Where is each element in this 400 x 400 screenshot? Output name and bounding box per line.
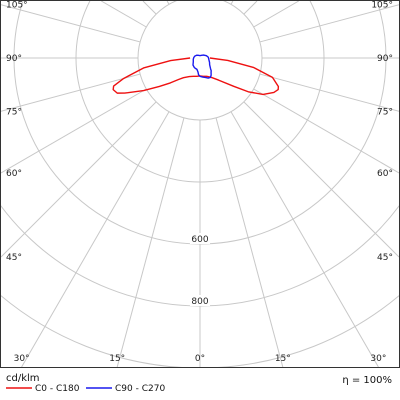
unit-label: cd/klm	[6, 373, 40, 384]
angle-label-bottom: 0°	[195, 354, 205, 364]
ring-label-background	[190, 233, 210, 244]
series-line-c90-c270	[192, 54, 212, 79]
grid-ring	[75, 1, 325, 183]
angle-label-bottom: 30°	[14, 354, 30, 364]
ring-label: 600	[191, 235, 208, 245]
grid-spoke	[215, 117, 284, 367]
angle-label-right: 60°	[377, 169, 393, 179]
ring-label-background	[190, 295, 210, 306]
grid-spoke	[243, 1, 258, 15]
angle-label-bottom: 15°	[109, 354, 125, 364]
series-layer	[112, 54, 280, 96]
ring-labels: 600 800	[190, 233, 210, 307]
angle-label-right: 75°	[377, 107, 393, 117]
grid-spoke	[230, 1, 234, 5]
efficiency-label: η = 100%	[342, 375, 392, 386]
angle-labels: 105° 90° 75° 60° 45° 105° 90° 75° 60° 45° 30° 15° 0°…	[6, 1, 393, 364]
grid-spoke	[259, 73, 399, 112]
grid-spoke	[253, 1, 299, 28]
angle-label-right: 45°	[377, 253, 393, 263]
angle-label-left: 105°	[6, 1, 28, 11]
grid-spoke	[1, 73, 141, 112]
legend: C0 - C180 C90 - C270	[6, 384, 165, 394]
grid-spoke	[243, 101, 399, 258]
angle-label-right: 105°	[371, 1, 393, 11]
angle-label-bottom: 15°	[275, 354, 291, 364]
grid-spoke	[142, 1, 157, 15]
angle-label-left: 45°	[6, 253, 22, 263]
angle-label-right: 90°	[377, 54, 393, 64]
grid-ring	[137, 1, 263, 121]
grid-spoke	[1, 88, 147, 174]
grid-spoke	[1, 101, 157, 258]
legend-label: C90 - C270	[115, 384, 165, 394]
grid-spoke	[259, 4, 399, 43]
grid-spoke	[1, 4, 141, 43]
grid-spoke	[21, 111, 170, 367]
angle-label-left: 90°	[6, 54, 22, 64]
grid-spoke	[116, 117, 185, 367]
series-line-c0-c180	[112, 57, 280, 96]
plot-area: 600 800	[1, 1, 399, 367]
angle-label-left: 75°	[6, 107, 22, 117]
grid-spoke	[230, 111, 379, 367]
ring-label: 800	[191, 297, 208, 307]
angle-label-bottom: 30°	[370, 354, 386, 364]
grid-spoke	[253, 88, 399, 174]
angle-label-left: 60°	[6, 169, 22, 179]
legend-label: C0 - C180	[35, 384, 80, 394]
grid-spoke	[166, 1, 170, 5]
grid-spoke	[101, 1, 147, 28]
